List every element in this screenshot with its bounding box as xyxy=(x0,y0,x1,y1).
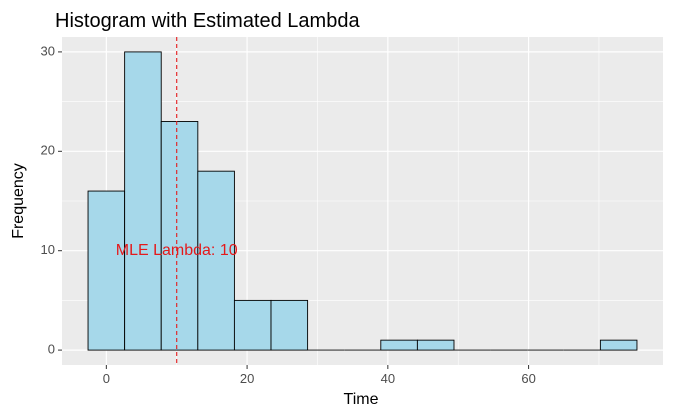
histogram-bar xyxy=(270,299,309,351)
histogram-bar xyxy=(124,51,162,351)
y-axis-title: Frequency xyxy=(10,163,27,239)
x-tick-label: 40 xyxy=(381,371,395,386)
y-axis-ticks: 0 10 20 30 xyxy=(41,43,62,357)
histogram-bar xyxy=(160,121,199,351)
x-tick-label: 0 xyxy=(103,371,110,386)
minor-gridlines xyxy=(62,37,663,365)
x-tick-label: 20 xyxy=(240,371,254,386)
y-tick-label: 10 xyxy=(41,242,55,257)
annotation-group: MLE Lambda: 10 xyxy=(116,242,238,259)
x-tick-label: 60 xyxy=(521,371,535,386)
x-axis-ticks: 0 20 40 60 xyxy=(103,365,536,386)
chart-title: Histogram with Estimated Lambda xyxy=(55,10,360,32)
y-tick-label: 20 xyxy=(41,143,55,158)
histogram-bar xyxy=(380,339,418,351)
histogram-bar xyxy=(197,170,235,351)
histogram-bar xyxy=(233,299,272,351)
y-tick-label: 0 xyxy=(48,342,55,357)
annotation-label: MLE Lambda: 10 xyxy=(116,242,238,259)
histogram-bar xyxy=(87,190,126,351)
histogram-bar xyxy=(416,339,455,351)
x-axis-title: Time xyxy=(344,391,379,408)
y-tick-label: 30 xyxy=(41,43,55,58)
histogram-bars xyxy=(87,51,638,351)
histogram-bar xyxy=(599,339,638,351)
